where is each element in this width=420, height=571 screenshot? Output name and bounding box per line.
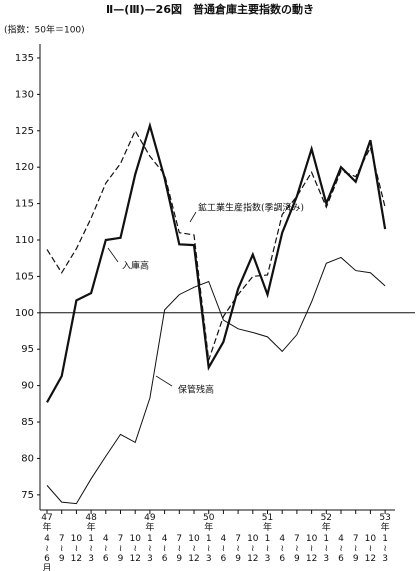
y-tick-label: 125 (15, 126, 34, 137)
y-unit: (指数：50年＝100) (4, 24, 85, 36)
x-tick-label: 7 ≀ 9 (59, 534, 65, 564)
x-tick-label: 7 ≀ 9 (353, 534, 359, 564)
x-tick-label: 1 ≀ 3 (382, 534, 388, 564)
x-tick-label: 4 ≀ 6 (162, 534, 168, 564)
x-tick-label: 10 ≀ 12 (365, 534, 377, 564)
leader-line (189, 211, 197, 223)
x-group-label: 49 年 (144, 513, 156, 533)
series-label: 鉱工業生産指数(季調済み) (198, 202, 304, 214)
series-label: 保管残高 (178, 384, 214, 396)
x-tick-label: 10 ≀ 12 (247, 534, 259, 564)
x-tick-label: 1 ≀ 3 (88, 534, 94, 564)
x-tick-label: 4 ≀ 6 月 (42, 534, 51, 571)
x-tick-label: 7 ≀ 9 (118, 534, 124, 564)
x-tick-label: 10 ≀ 12 (71, 534, 83, 564)
x-tick-label: 4 ≀ 6 (221, 534, 227, 564)
x-tick-label: 4 ≀ 6 (279, 534, 285, 564)
x-group-label: 50 年 (203, 513, 215, 533)
y-tick-label: 120 (15, 162, 34, 173)
series-line (46, 256, 386, 505)
y-tick-label: 90 (21, 381, 34, 392)
x-tick-label: 7 ≀ 9 (176, 534, 182, 564)
x-tick-label: 1 ≀ 3 (265, 534, 271, 564)
y-tick-label: 115 (15, 199, 34, 210)
x-group-label: 52 年 (321, 513, 332, 533)
y-tick-label: 80 (21, 453, 34, 464)
y-tick-label: 105 (15, 271, 34, 282)
x-tick-label: 10 ≀ 12 (306, 534, 318, 564)
chart-title: Ⅱ—(Ⅲ)—26図 普通倉庫主要指数の動き (106, 2, 314, 16)
x-group-label: 48 年 (85, 513, 97, 533)
y-tick-label: 95 (21, 344, 34, 355)
y-tick-label: 110 (15, 235, 34, 246)
series-line (46, 129, 386, 361)
y-tick-label: 85 (21, 417, 34, 428)
x-tick-label: 7 ≀ 9 (294, 534, 300, 564)
y-tick-label: 130 (15, 89, 34, 100)
x-tick-label: 4 ≀ 6 (338, 534, 344, 564)
y-tick-label: 75 (21, 490, 34, 501)
x-tick-label: 1 ≀ 3 (323, 534, 329, 564)
series-line (46, 121, 387, 403)
x-tick-label: 1 ≀ 3 (206, 534, 212, 564)
series-label: 入庫高 (122, 260, 149, 272)
x-tick-label: 10 ≀ 12 (188, 534, 200, 564)
x-tick-label: 7 ≀ 9 (235, 534, 241, 564)
leader-line (107, 247, 119, 263)
y-tick-label: 100 (15, 308, 34, 319)
x-group-label: 53 年 (379, 513, 390, 533)
leader-line (155, 375, 173, 387)
x-tick-label: 10 ≀ 12 (129, 534, 141, 564)
y-tick-label: 135 (15, 53, 34, 64)
x-group-label: 47 年 (41, 513, 52, 533)
x-tick-label: 1 ≀ 3 (147, 534, 153, 564)
x-tick-label: 4 ≀ 6 (103, 534, 109, 564)
x-group-label: 51 年 (262, 513, 273, 533)
